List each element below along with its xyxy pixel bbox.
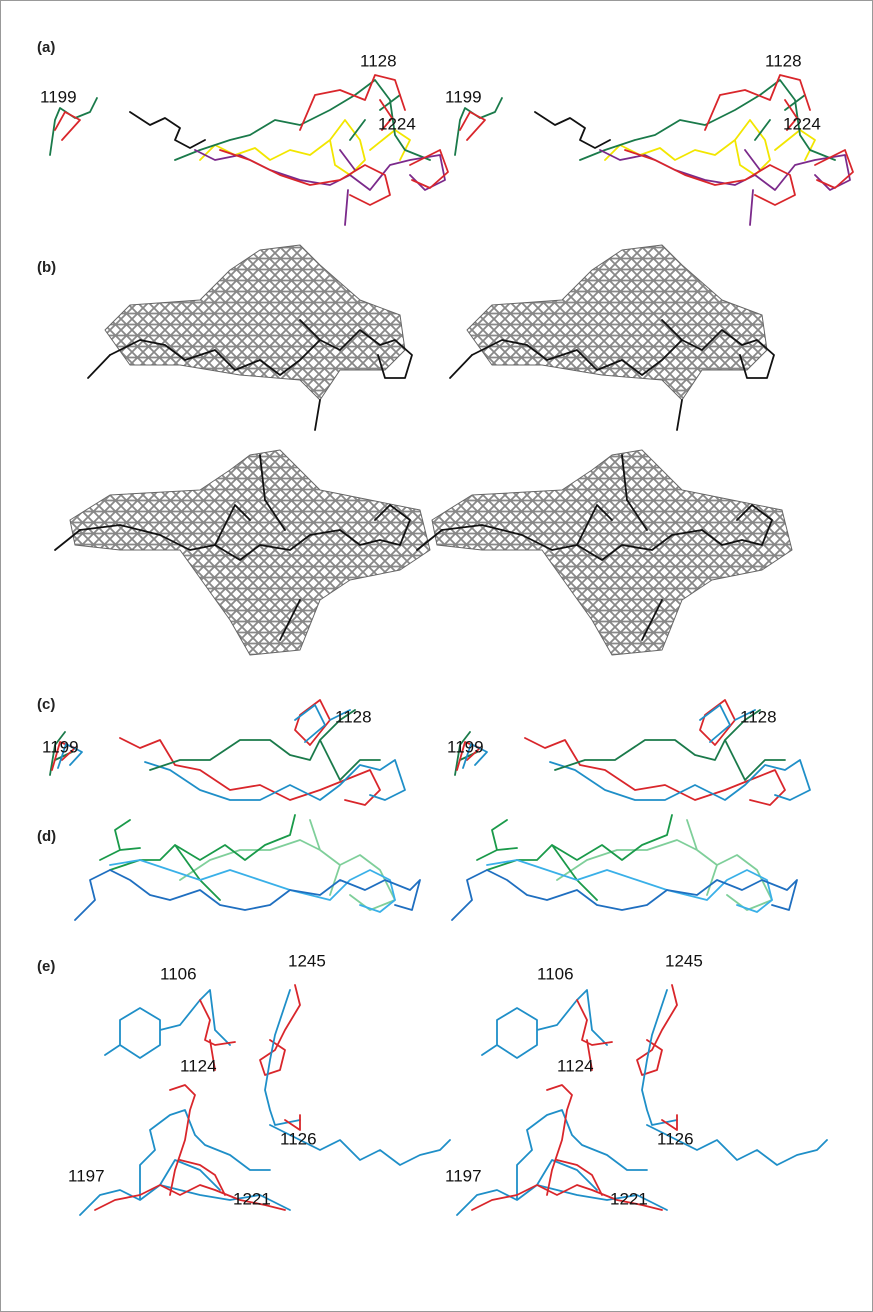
residue-label: 1106 xyxy=(160,964,197,983)
residue-label-stereo: 1106 xyxy=(537,964,574,983)
residue-label: 1245 xyxy=(288,951,326,970)
figure-border xyxy=(1,1,873,1312)
panel-label: (b) xyxy=(37,259,56,276)
residue-label-stereo: 1128 xyxy=(740,707,777,726)
residue-label: 1199 xyxy=(40,87,77,106)
residue-label: 1221 xyxy=(233,1189,271,1208)
residue-label-stereo: 1126 xyxy=(657,1129,694,1148)
residue-label: 1126 xyxy=(280,1129,317,1148)
residue-label: 1199 xyxy=(42,737,79,756)
residue-label: 1128 xyxy=(335,707,372,726)
residue-label: 1124 xyxy=(180,1056,217,1075)
residue-label-stereo: 1124 xyxy=(557,1056,594,1075)
panel-label: (a) xyxy=(37,39,55,56)
residue-label: 1128 xyxy=(360,51,397,70)
panel-label: (d) xyxy=(37,828,56,845)
residue-label-stereo: 1197 xyxy=(445,1166,482,1185)
residue-label-stereo: 1221 xyxy=(610,1189,648,1208)
residue-label: 1197 xyxy=(68,1166,105,1185)
residue-label-stereo: 1199 xyxy=(445,87,482,106)
panel-label: (c) xyxy=(37,696,55,713)
figure: (a) 1199 1199 1128 1128 1224 1224 (b) (c) 1128 112… xyxy=(0,0,873,1312)
residue-label-stereo: 1128 xyxy=(765,51,802,70)
residue-label-stereo: 1245 xyxy=(665,951,703,970)
panel-label: (e) xyxy=(37,958,55,975)
residue-label-stereo: 1199 xyxy=(447,737,484,756)
residue-label: 1224 xyxy=(378,114,416,133)
residue-label-stereo: 1224 xyxy=(783,114,821,133)
